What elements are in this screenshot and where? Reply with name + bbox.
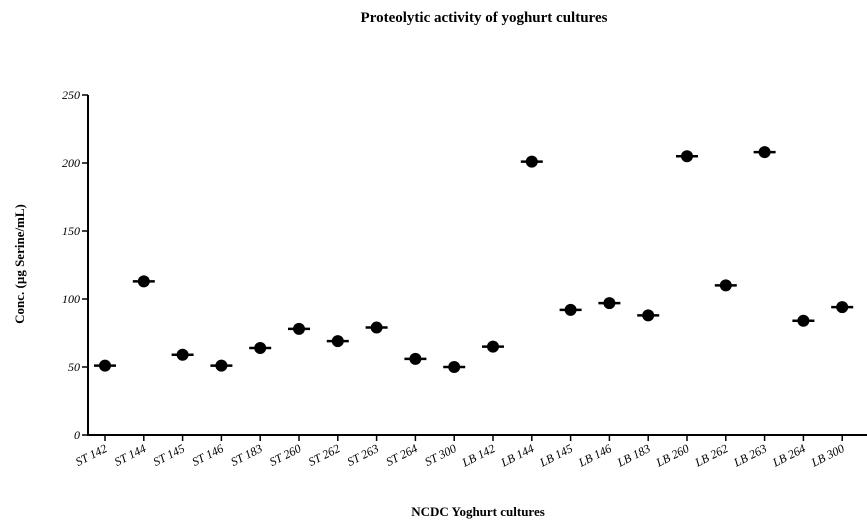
x-tick-label: LB 264 — [769, 441, 807, 470]
data-point — [559, 303, 582, 316]
point-marker — [719, 279, 732, 292]
point-marker — [293, 322, 305, 335]
data-point — [210, 359, 233, 372]
data-point — [443, 361, 466, 373]
data-point — [676, 150, 698, 163]
x-tick-label: ST 146 — [190, 441, 226, 469]
point-marker — [487, 340, 499, 353]
point-marker — [409, 352, 422, 365]
y-ticks: 0 50 100 150 200 250 — [62, 88, 88, 442]
data-point — [249, 341, 272, 354]
data-point — [714, 279, 737, 292]
data-point — [326, 335, 349, 348]
point-marker — [525, 155, 538, 168]
data-point — [288, 322, 310, 335]
x-ticks: ST 142 ST 144 ST 145 ST 146 ST 183 ST 260 ST 2… — [73, 435, 847, 470]
x-tick-label: ST 144 — [112, 441, 148, 469]
x-tick-label: LB 145 — [537, 441, 575, 470]
point-marker — [797, 314, 810, 327]
point-marker — [215, 359, 228, 372]
point-marker — [370, 321, 383, 334]
x-tick-label: ST 300 — [422, 441, 458, 469]
data-points — [94, 146, 854, 373]
x-tick-label: LB 183 — [614, 441, 652, 470]
x-tick-label: ST 183 — [228, 441, 264, 469]
y-tick-label: 0 — [74, 428, 80, 442]
data-point — [132, 275, 155, 288]
point-marker — [758, 146, 771, 159]
point-marker — [137, 275, 150, 288]
x-tick-label: ST 263 — [345, 441, 381, 469]
data-point — [753, 146, 776, 159]
data-point — [94, 359, 116, 372]
point-marker — [642, 309, 655, 322]
point-marker — [681, 150, 693, 163]
y-tick-label: 150 — [62, 224, 80, 238]
x-tick-label: ST 142 — [73, 441, 109, 469]
x-tick-label: LB 142 — [459, 441, 497, 470]
x-tick-label: LB 300 — [808, 441, 846, 470]
x-tick-label: LB 263 — [731, 441, 769, 470]
data-point — [792, 314, 815, 327]
data-point — [520, 155, 543, 168]
chart-title: Proteolytic activity of yoghurt cultures — [361, 10, 608, 26]
data-point — [171, 348, 194, 361]
data-point — [831, 301, 854, 314]
point-marker — [254, 341, 267, 354]
point-marker — [176, 348, 189, 361]
x-tick-label: ST 262 — [306, 441, 342, 469]
point-marker — [448, 361, 461, 373]
data-point — [598, 297, 621, 310]
x-tick-label: ST 260 — [267, 441, 303, 469]
y-tick-label: 50 — [68, 360, 80, 374]
x-tick-label: LB 146 — [575, 441, 613, 470]
y-tick-label: 250 — [62, 88, 80, 102]
y-axis-label: Conc. (µg Serine/mL) — [12, 204, 27, 324]
data-point — [637, 309, 660, 322]
point-marker — [603, 297, 616, 310]
y-tick-label: 200 — [62, 156, 80, 170]
x-tick-label: LB 260 — [653, 441, 691, 470]
x-tick-label: ST 264 — [384, 441, 420, 469]
x-tick-label: LB 144 — [498, 441, 536, 470]
data-point — [365, 321, 388, 334]
data-point — [482, 340, 504, 353]
point-marker — [564, 303, 577, 316]
y-tick-label: 100 — [62, 292, 80, 306]
x-tick-label: LB 262 — [692, 441, 730, 470]
point-marker — [99, 359, 111, 372]
point-marker — [331, 335, 344, 348]
data-point — [404, 352, 427, 365]
x-axis-label: NCDC Yoghurt cultures — [411, 504, 545, 519]
x-tick-label: ST 145 — [151, 441, 187, 469]
point-marker — [836, 301, 849, 314]
